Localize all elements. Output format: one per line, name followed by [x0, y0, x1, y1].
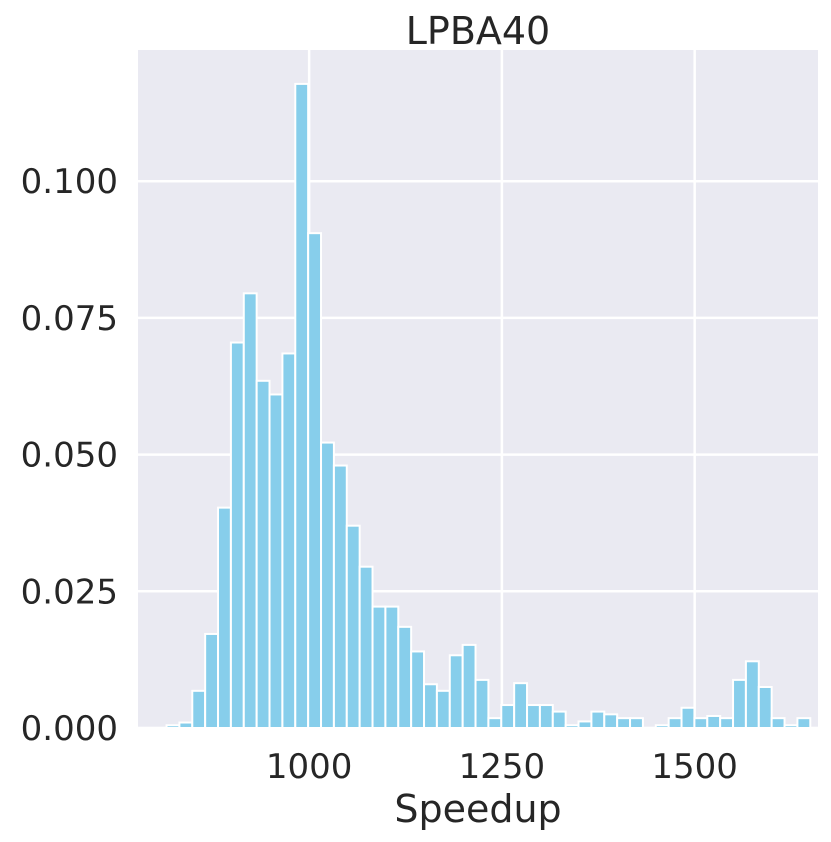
histogram-bar	[204, 632, 220, 729]
y-tick-label: 0.075	[21, 299, 118, 339]
y-tick-label: 0.025	[21, 572, 118, 612]
histogram-bar	[551, 710, 567, 730]
histogram-bar	[667, 717, 683, 730]
histogram-bar	[255, 379, 271, 729]
histogram-bar	[397, 625, 413, 730]
y-tick-label: 0.050	[21, 436, 118, 476]
histogram-bar	[165, 724, 181, 729]
histogram-bar	[526, 704, 541, 729]
y-tick-label: 0.000	[21, 709, 118, 749]
histogram-bar	[307, 232, 323, 730]
histogram-bar	[229, 341, 245, 729]
chart-title: LPBA40	[406, 9, 551, 53]
histogram-bar	[616, 717, 632, 730]
histogram-bar	[474, 678, 490, 729]
histogram-bar	[757, 685, 773, 730]
histogram-bar	[629, 717, 644, 730]
histogram-bar	[320, 441, 335, 729]
histogram-bar	[423, 683, 438, 729]
histogram-bar	[603, 713, 619, 729]
histogram-bar	[538, 704, 554, 729]
histogram-bar	[732, 678, 747, 729]
histogram-bar	[654, 724, 670, 729]
histogram-bar	[577, 720, 593, 730]
histogram-bar	[500, 704, 516, 729]
x-tick-label: 1500	[651, 747, 738, 787]
histogram-bar	[564, 724, 580, 729]
x-tick-label: 1250	[459, 747, 546, 787]
histogram-bar	[461, 643, 477, 729]
histogram-bar	[719, 717, 735, 730]
histogram-bar	[191, 689, 207, 729]
histogram-bar	[294, 82, 310, 729]
x-axis-label: Speedup	[394, 787, 561, 831]
histogram-bar	[371, 605, 387, 730]
histogram-bars	[165, 82, 812, 730]
histogram-bar	[242, 292, 258, 729]
histogram-bar	[448, 654, 464, 730]
histogram-bar	[680, 706, 696, 729]
histogram-bar	[693, 717, 709, 730]
histogram-bar	[281, 352, 297, 729]
histogram-bar	[487, 717, 503, 730]
histogram-bar	[358, 565, 374, 729]
histogram-bar	[513, 682, 529, 729]
y-tick-label: 0.100	[21, 162, 118, 202]
histogram-bar	[332, 464, 348, 729]
histogram-bar	[783, 724, 799, 729]
y-tick-labels: 0.000 0.025 0.050 0.075 0.100	[21, 162, 118, 749]
x-tick-labels: 1000 1250 1500	[266, 747, 738, 787]
histogram-bar	[268, 393, 284, 729]
histogram-bar	[744, 660, 760, 729]
histogram-bar	[770, 717, 786, 730]
histogram-bar	[178, 721, 194, 730]
histogram-bar	[410, 650, 426, 729]
histogram-bar	[384, 605, 400, 730]
histogram-bar	[706, 714, 722, 729]
x-tick-label: 1000	[266, 747, 353, 787]
histogram-bar	[590, 710, 606, 730]
histogram-bar	[796, 717, 812, 730]
histogram-bar	[217, 506, 232, 729]
histogram-bar	[345, 524, 361, 729]
histogram-bar	[435, 689, 451, 729]
